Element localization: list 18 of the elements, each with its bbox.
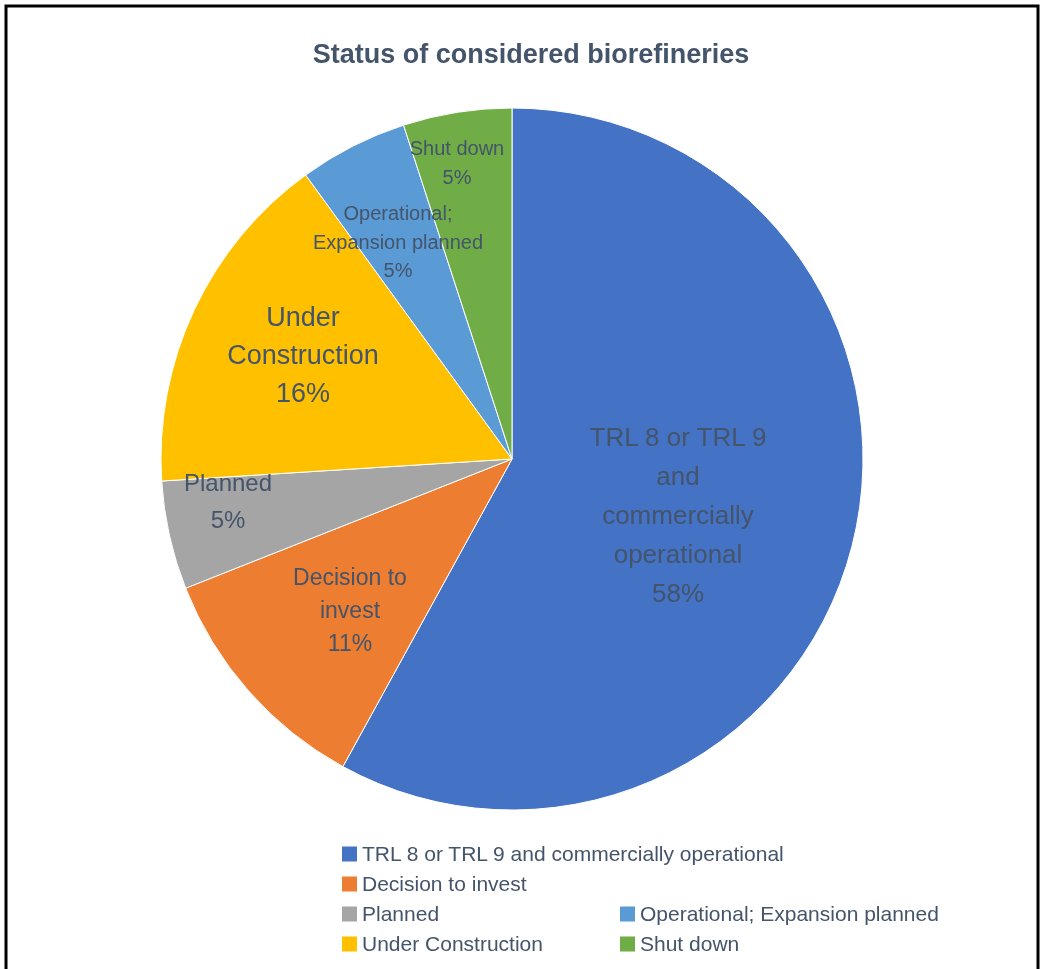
data-label: 16%	[275, 378, 331, 409]
data-label: 5%	[383, 259, 413, 281]
slice-label: Shut down	[409, 137, 505, 159]
data-label: 5%	[210, 506, 246, 534]
legend-label: Operational; Expansion planned	[640, 902, 939, 926]
slice-label: TRL 8 or TRL 9 and commercially operational	[589, 422, 767, 570]
data-label: 5%	[442, 166, 472, 188]
chart-title: Status of considered biorefineries	[312, 39, 750, 69]
legend-label: Decision to invest	[362, 872, 527, 896]
slice-label: Decision to invest	[293, 564, 407, 624]
legend-label: TRL 8 or TRL 9 and commercially operational	[362, 842, 784, 866]
data-label: 58%	[651, 578, 705, 609]
legend-label: Shut down	[640, 932, 740, 956]
legend-label: Under Construction	[362, 932, 543, 956]
data-label: 11%	[327, 630, 373, 657]
legend-label: Planned	[362, 902, 440, 926]
slice-label: Under Construction	[227, 302, 379, 371]
slice-label: Planned	[183, 469, 273, 497]
